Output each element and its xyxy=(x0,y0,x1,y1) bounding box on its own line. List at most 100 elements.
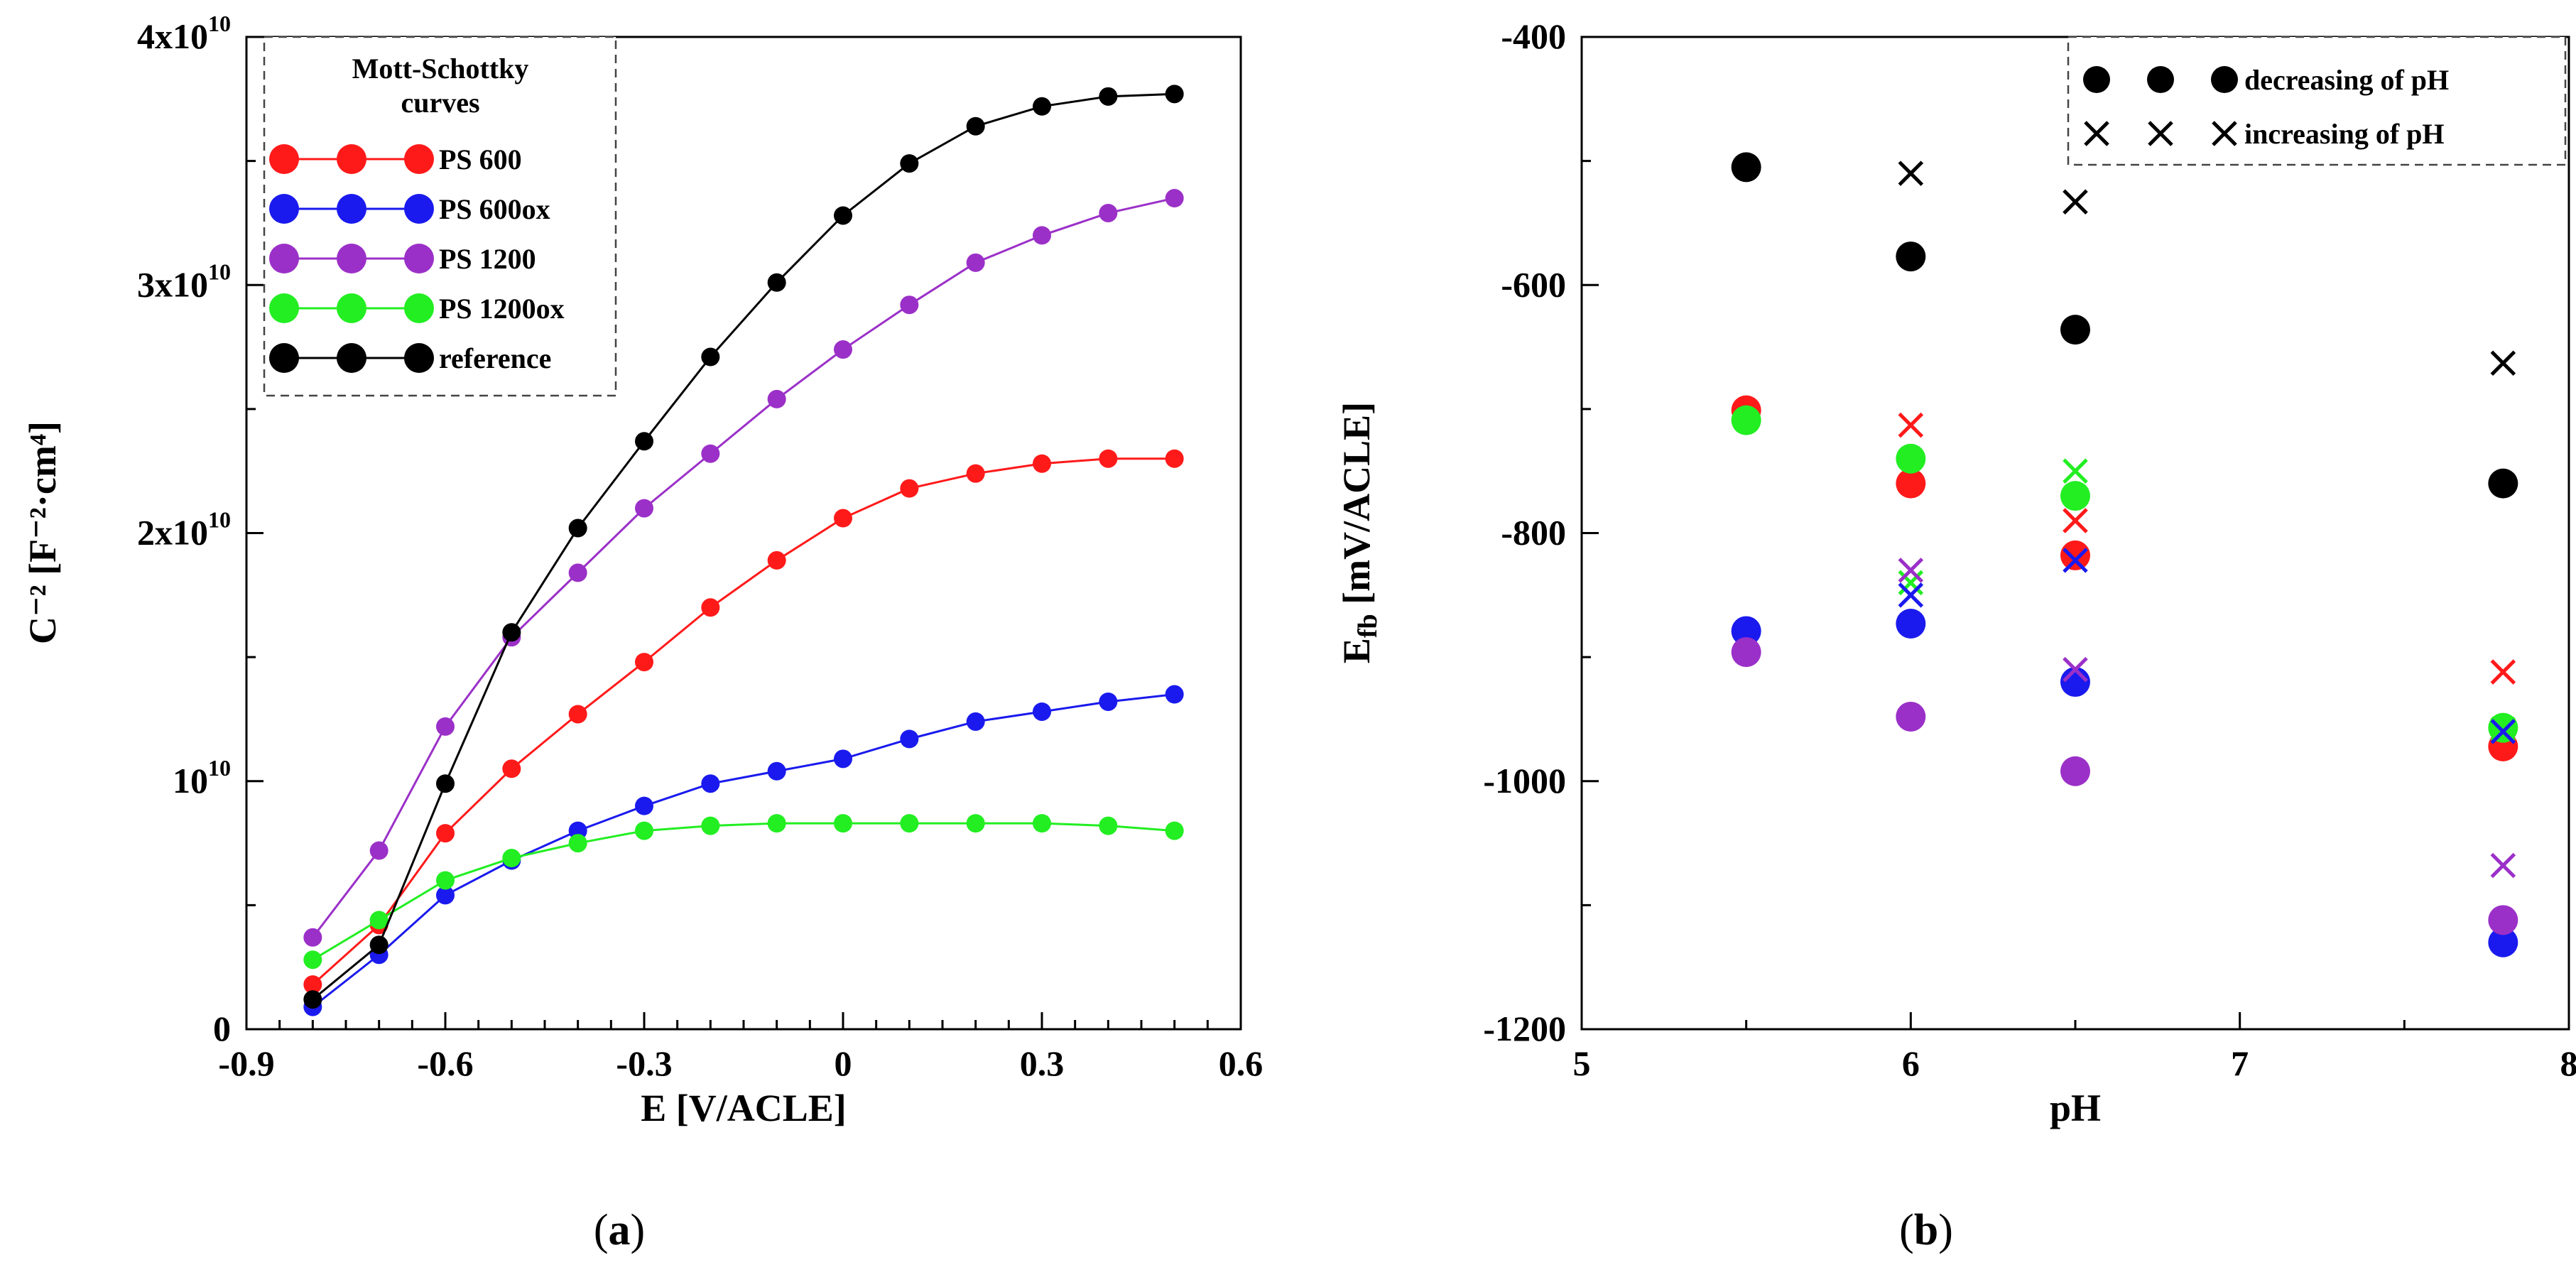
data-point xyxy=(635,653,653,672)
legend-marker xyxy=(337,343,366,373)
legend-entry: PS 1200 xyxy=(269,243,536,275)
legend-marker xyxy=(269,343,299,373)
increasing-point xyxy=(2063,189,2088,215)
legend-increasing-markers xyxy=(2084,121,2237,146)
increasing-point xyxy=(1898,412,1924,438)
data-point xyxy=(1165,449,1184,468)
data-point xyxy=(701,774,720,793)
decreasing-point xyxy=(2060,756,2090,786)
y-tick-exponent: 10 xyxy=(208,755,231,781)
x-tick-label: 0 xyxy=(835,1043,852,1083)
panel-a-letter: a xyxy=(609,1206,631,1254)
y-tick-label: 0 xyxy=(213,1009,231,1048)
legend-marker xyxy=(404,244,434,273)
data-point xyxy=(1165,189,1184,208)
legend-marker xyxy=(337,144,366,174)
data-point xyxy=(1033,814,1051,833)
legend-title-line2: curves xyxy=(401,87,479,119)
y-tick-exponent: 10 xyxy=(208,259,231,284)
legend-label: PS 1200 xyxy=(439,243,536,275)
y-tick-label: -600 xyxy=(1501,264,1566,304)
series-line xyxy=(312,197,1175,938)
legend-marker xyxy=(269,194,299,224)
legend-label: PS 600 xyxy=(439,143,522,175)
series-line xyxy=(312,457,1175,986)
data-point xyxy=(369,841,388,860)
data-point xyxy=(369,911,388,930)
increasing-point xyxy=(2063,656,2088,683)
decreasing-point xyxy=(2060,667,2090,698)
decreasing-point xyxy=(1731,637,1761,668)
decreasing-point xyxy=(2488,905,2518,935)
decreasing-point xyxy=(1896,468,1926,499)
series-ps-1200ox xyxy=(1731,405,2518,743)
data-point xyxy=(1033,702,1051,721)
legend-marker xyxy=(269,293,299,323)
legend-marker xyxy=(404,194,434,224)
panel-b-legend: decreasing of pH increasing of pH xyxy=(2067,36,2567,166)
legend-label: reference xyxy=(439,342,551,374)
legend-entry: reference xyxy=(269,342,551,374)
increasing-point xyxy=(2490,350,2516,376)
increasing-point xyxy=(1898,570,1924,596)
decreasing-point xyxy=(1731,616,1761,646)
data-point xyxy=(568,563,587,582)
panel-a-xlabel: E [V/ACLE] xyxy=(641,1087,847,1129)
series-ps-600ox xyxy=(1731,548,2518,957)
legend-marker xyxy=(337,194,366,224)
increasing-point xyxy=(1898,161,1924,186)
y-tick-label: 2x1010 xyxy=(137,507,231,553)
increasing-point xyxy=(2063,548,2088,573)
x-tick-label: 0.6 xyxy=(1219,1043,1263,1083)
data-point xyxy=(568,705,587,724)
data-point xyxy=(1099,449,1118,468)
y-tick-label: -1000 xyxy=(1483,761,1566,800)
x-tick-label: 6 xyxy=(1902,1043,1920,1083)
data-point xyxy=(1033,454,1051,473)
data-point xyxy=(900,154,919,173)
panel-b: -400 -600 -800 -1000 -1200 5 6 7 8 decreasing o… xyxy=(1335,16,2576,1254)
x-tick-label: -0.3 xyxy=(616,1043,672,1083)
data-point xyxy=(1033,97,1051,116)
x-tick-label: 8 xyxy=(2560,1043,2576,1083)
x-tick-label: 0.3 xyxy=(1020,1043,1065,1083)
data-point xyxy=(568,834,587,853)
x-tick-label: -0.6 xyxy=(417,1043,473,1083)
data-point xyxy=(900,479,919,498)
decreasing-point xyxy=(1896,241,1926,272)
data-point xyxy=(303,928,322,947)
data-point xyxy=(635,821,653,840)
panel-b-xlabel: pH xyxy=(2050,1087,2101,1129)
series-ps-1200 xyxy=(303,189,1184,947)
legend-decreasing-marker xyxy=(2147,66,2174,93)
legend-marker xyxy=(337,244,366,273)
data-point xyxy=(900,729,919,749)
data-point xyxy=(767,273,786,292)
panel-b-ticks xyxy=(1580,36,2570,1031)
y-tick-exponent: 10 xyxy=(208,11,231,36)
data-point xyxy=(900,295,919,315)
data-point xyxy=(701,598,720,617)
data-point xyxy=(1165,685,1184,704)
y-tick-exponent: 10 xyxy=(208,507,231,533)
increasing-point xyxy=(1898,582,1924,608)
series-ps-600 xyxy=(1731,395,2518,761)
decreasing-point xyxy=(1896,701,1926,732)
y-tick-label: 3x1010 xyxy=(137,259,231,304)
panel-b-letter: b xyxy=(1914,1206,1938,1254)
y-tick-label: 4x1010 xyxy=(137,11,231,56)
data-point xyxy=(834,814,852,833)
increasing-point xyxy=(2490,852,2516,879)
legend-decreasing-marker xyxy=(2083,66,2110,93)
data-point xyxy=(1165,821,1184,840)
series-line xyxy=(312,822,1175,961)
y-tick-label: -1200 xyxy=(1483,1009,1566,1048)
legend-increasing-marker xyxy=(2212,121,2237,146)
legend-entry: PS 600 xyxy=(269,143,522,175)
data-point xyxy=(635,796,653,815)
legend-title-line1: Mott-Schottky xyxy=(352,53,529,85)
panel-b-points xyxy=(1731,152,2518,957)
data-point xyxy=(436,886,455,905)
legend-increasing-label: increasing of pH xyxy=(2244,118,2445,150)
increasing-point xyxy=(1898,558,1924,583)
